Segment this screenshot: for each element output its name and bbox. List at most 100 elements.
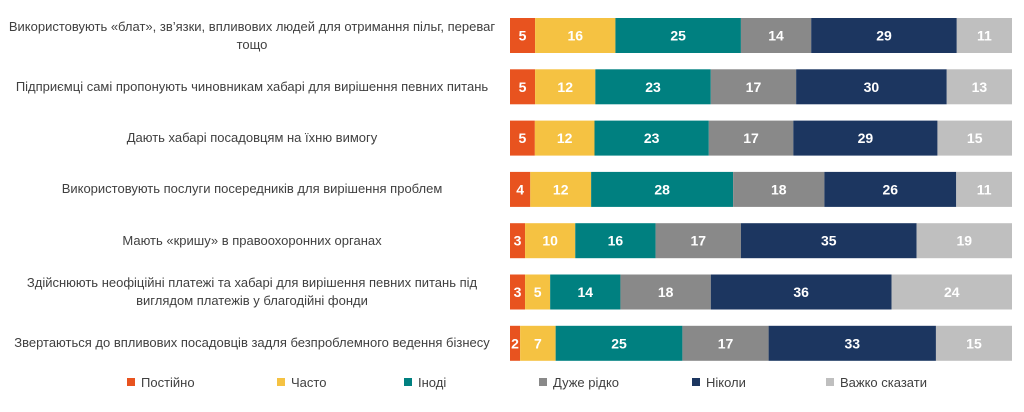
bar-segment <box>510 274 526 310</box>
bar-segment <box>740 223 917 259</box>
data-label: 15 <box>966 335 982 351</box>
bar-segment <box>708 120 794 156</box>
legend-swatch <box>539 378 547 386</box>
bar-segment <box>956 171 1012 207</box>
data-label: 4 <box>516 181 524 197</box>
bar-segment <box>510 69 536 105</box>
data-label: 13 <box>972 79 988 95</box>
legend-swatch <box>277 378 285 386</box>
legend-item: Часто <box>277 372 326 392</box>
legend-swatch <box>127 378 135 386</box>
bar-segment <box>520 325 556 361</box>
legend-item: Дуже рідко <box>539 372 619 392</box>
data-label: 33 <box>844 335 860 351</box>
bar-segment <box>550 274 621 310</box>
data-label: 18 <box>771 181 787 197</box>
data-label: 16 <box>567 28 583 44</box>
bar-segment <box>768 325 936 361</box>
data-label: 5 <box>519 28 527 44</box>
legend-item: Іноді <box>404 372 446 392</box>
data-label: 26 <box>883 181 899 197</box>
data-label: 35 <box>821 233 837 249</box>
data-label: 5 <box>519 79 527 95</box>
data-label: 24 <box>944 284 960 300</box>
data-label: 14 <box>578 284 594 300</box>
bar-segment <box>555 325 683 361</box>
bar-segment <box>891 274 1012 310</box>
legend-item: Важко сказати <box>826 372 927 392</box>
data-label: 12 <box>557 130 573 146</box>
bar-segment <box>525 223 576 259</box>
data-label: 19 <box>957 233 973 249</box>
legend-item: Постійно <box>127 372 195 392</box>
bar-segment <box>510 325 521 361</box>
data-label: 7 <box>534 335 542 351</box>
data-label: 14 <box>768 28 784 44</box>
data-label: 18 <box>658 284 674 300</box>
bar-segment <box>510 18 536 53</box>
bar-segment <box>682 325 769 361</box>
data-label: 3 <box>514 284 522 300</box>
bar-segment <box>534 120 595 156</box>
data-label: 25 <box>611 335 627 351</box>
bar-segment <box>535 69 596 105</box>
data-label: 30 <box>864 79 880 95</box>
legend-swatch <box>826 378 834 386</box>
bar-segment <box>710 69 797 105</box>
bar-segment <box>733 171 825 207</box>
bar-segment <box>510 171 531 207</box>
data-label: 12 <box>553 181 569 197</box>
category-label: Використовують «блат», зв’язки, впливови… <box>8 18 496 52</box>
data-label: 17 <box>690 233 706 249</box>
bar-segment <box>824 171 957 207</box>
bar-segment <box>916 223 1012 259</box>
data-label: 29 <box>876 28 892 44</box>
bar-segment <box>793 120 938 156</box>
legend-label: Іноді <box>418 374 447 390</box>
category-label: Використовують послуги посередників для … <box>61 181 443 197</box>
bar-segment <box>796 69 947 105</box>
data-label: 2 <box>511 335 519 351</box>
data-label: 15 <box>967 130 983 146</box>
bar-segment <box>530 171 592 207</box>
category-label: Підприємці самі пропонують чиновникам ха… <box>15 78 489 94</box>
bar-segment <box>937 120 1012 156</box>
data-label: 5 <box>534 284 542 300</box>
category-label: Дають хабарі посадовцям на їхню вимогу <box>126 130 378 146</box>
legend-label: Часто <box>291 374 327 390</box>
data-label: 10 <box>542 233 558 249</box>
category-label: Здійснюють неофіційні платежі та хабарі … <box>26 275 478 308</box>
data-label: 11 <box>977 181 992 197</box>
bar-segment <box>946 69 1012 105</box>
category-label: Мають «кришу» в правоохоронних органах <box>122 232 382 248</box>
data-label: 17 <box>746 79 762 95</box>
bar-segment <box>594 120 709 156</box>
data-label: 12 <box>557 79 573 95</box>
legend-item: Ніколи <box>692 372 746 392</box>
bar-segment <box>510 223 526 259</box>
data-label: 16 <box>608 233 624 249</box>
bar-segment <box>620 274 711 310</box>
bar-segment <box>935 325 1012 361</box>
legend: Постійно Часто Іноді Дуже рідко Ніколи Важко … <box>0 372 1024 392</box>
bar-segment <box>510 120 535 156</box>
legend-label: Ніколи <box>706 374 746 390</box>
legend-swatch <box>404 378 412 386</box>
data-label: 17 <box>743 130 759 146</box>
bar-segment <box>740 18 812 53</box>
legend-label: Дуже рідко <box>553 374 620 390</box>
legend-swatch <box>692 378 700 386</box>
data-label: 3 <box>514 233 522 249</box>
bar-segment <box>595 69 711 105</box>
data-label: 23 <box>645 79 661 95</box>
bar-segment <box>615 18 741 53</box>
data-label: 17 <box>718 335 734 351</box>
bar-segment <box>811 18 957 53</box>
bar-segment <box>535 18 616 53</box>
bar-segment <box>575 223 656 259</box>
data-label: 23 <box>644 130 660 146</box>
legend-label: Постійно <box>141 374 195 390</box>
category-label: Звертаються до впливових посадовців задл… <box>14 335 490 351</box>
